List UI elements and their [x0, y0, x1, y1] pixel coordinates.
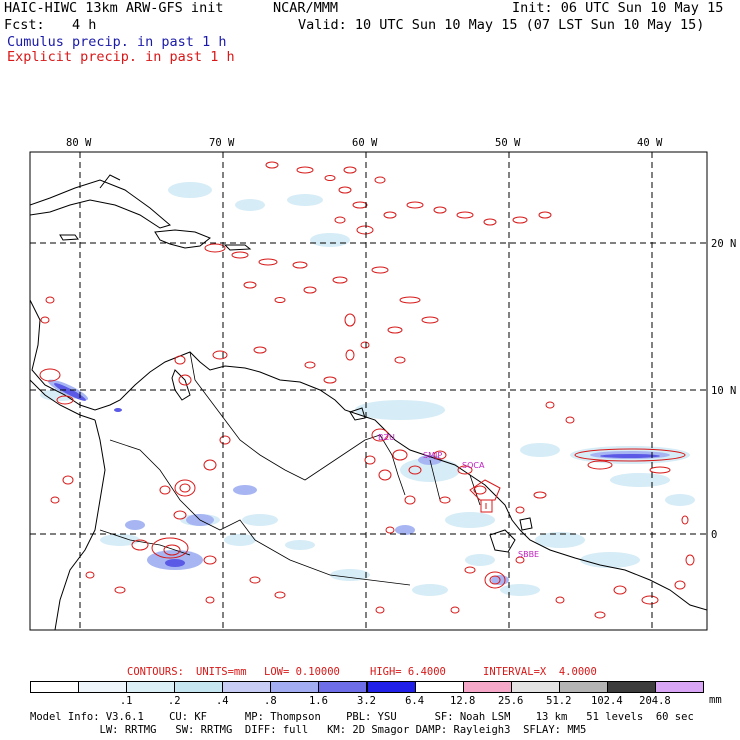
color-bar-tick-label: 3.2: [357, 695, 376, 707]
station-label-soca: SOCA: [462, 461, 485, 470]
lat-label-0: 0: [711, 529, 717, 541]
color-bar-tick-label: .8: [264, 695, 277, 707]
color-bar-swatch: [414, 681, 464, 693]
lon-label-60w: 60 W: [352, 137, 378, 149]
color-bar-swatch: [606, 681, 656, 693]
color-bar-swatch: [174, 681, 224, 693]
color-bar-swatch: [270, 681, 320, 693]
lat-lon-grid: [30, 152, 707, 630]
color-bar-swatch: [654, 681, 704, 693]
color-bar-tick-label: .1: [119, 695, 133, 707]
lon-label-70w: 70 W: [209, 137, 235, 149]
color-bar-swatch: [558, 681, 608, 693]
contours-high: HIGH= 6.4000: [370, 666, 446, 678]
color-bar-swatch: [510, 681, 560, 693]
coastlines: [30, 174, 707, 630]
color-bar-tick-label: 204.8: [639, 695, 671, 707]
contours-units: UNITS=mm: [196, 666, 247, 678]
country-borders: [99, 351, 481, 586]
model-info-line2: LW: RRTMG SW: RRTMG DIFF: full KM: 2D Sm…: [30, 724, 587, 736]
color-bar-tick-label: .2: [167, 695, 181, 707]
color-bar-swatch: [126, 681, 176, 693]
map-frame: [29, 151, 708, 631]
color-bar-swatch: [462, 681, 512, 693]
lon-label-40w: 40 W: [637, 137, 663, 149]
color-bar-swatch: [318, 681, 368, 693]
color-bar-swatch: [78, 681, 128, 693]
color-bar-tick-label: 51.2: [546, 695, 572, 707]
color-bar-tick-label: .4: [215, 695, 229, 707]
contours-interval: INTERVAL=X 4.0000: [483, 666, 597, 678]
lon-label-80w: 80 W: [66, 137, 92, 149]
station-label-bzu: BZU: [378, 433, 395, 442]
lat-label-10n: 10 N: [711, 385, 736, 397]
station-label-smjp: SMJP: [423, 451, 442, 460]
plot-title: HAIC-HIWC 13km ARW-GFS init: [4, 0, 224, 16]
color-bar-tick-label: 25.6: [498, 695, 524, 707]
forecast-label: Fcst:: [4, 17, 45, 33]
forecast-hours: 4 h: [72, 17, 97, 33]
color-bar-swatch: [30, 681, 80, 693]
color-bar-tick-label: 1.6: [308, 695, 328, 707]
explicit-precip-contours: [39, 161, 695, 619]
color-bar-unit: mm: [709, 694, 722, 706]
legend-cumulus-precip: Cumulus precip. in past 1 h: [7, 34, 227, 50]
color-bar-tick-label: 12.8: [449, 695, 476, 707]
contours-low: LOW= 0.10000: [264, 666, 340, 678]
init-time: Init: 06 UTC Sun 10 May 15: [512, 0, 724, 16]
lon-label-50w: 50 W: [495, 137, 521, 149]
station-label-sbbe: SBBE: [518, 550, 539, 559]
contours-label: CONTOURS:: [127, 666, 184, 678]
color-bar-swatch: [222, 681, 272, 693]
valid-time: Valid: 10 UTC Sun 10 May 15 (07 LST Sun …: [298, 17, 705, 33]
lat-label-20n: 20 N: [711, 238, 736, 250]
color-bar-tick-label: 6.4: [405, 695, 425, 707]
cumulus-dark-shading: [54, 383, 660, 567]
organization-label: NCAR/MMM: [273, 0, 339, 16]
station-marker: [480, 499, 493, 513]
legend-explicit-precip: Explicit precip. in past 1 h: [7, 49, 235, 65]
model-info-line1: Model Info: V3.6.1 CU: KF MP: Thompson P…: [30, 711, 694, 723]
color-bar-swatch: [366, 681, 416, 693]
color-bar-tick-label: 102.4: [591, 695, 623, 707]
